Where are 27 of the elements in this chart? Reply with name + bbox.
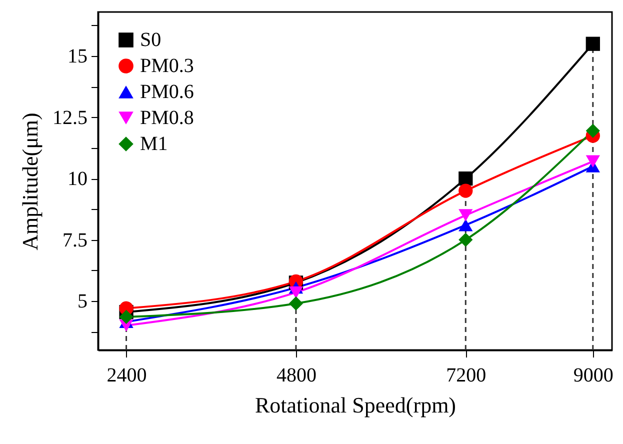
x-tick-label: 7200 (446, 364, 486, 386)
y-tick-label: 15 (68, 46, 88, 68)
point (458, 209, 473, 222)
point (288, 296, 304, 311)
point (458, 184, 473, 198)
legend-label: PM0.8 (140, 107, 194, 129)
point (458, 171, 473, 186)
point (586, 124, 600, 138)
y-tick-label: 12.5 (52, 106, 88, 129)
y-tick-label: 7.5 (62, 229, 88, 252)
x-axis-title: Rotational Speed(rpm) (254, 392, 456, 418)
legend-label: S0 (140, 29, 162, 51)
y-tick-label: 10 (68, 168, 88, 190)
y-tick-label: 5 (78, 290, 88, 313)
point (586, 155, 600, 168)
y-axis-title: Amplitude(μm) (18, 112, 42, 250)
point (586, 36, 600, 51)
point (288, 286, 304, 299)
legend-label: PM0.6 (140, 81, 194, 103)
point (458, 232, 473, 247)
x-tick-label: 4800 (276, 364, 316, 386)
point (458, 218, 473, 232)
x-tick-label: 2400 (106, 364, 147, 386)
x-tick-label: 9000 (573, 364, 614, 386)
legend-label: PM0.3 (140, 55, 194, 77)
legend-label: M1 (140, 133, 168, 155)
point (119, 310, 134, 324)
